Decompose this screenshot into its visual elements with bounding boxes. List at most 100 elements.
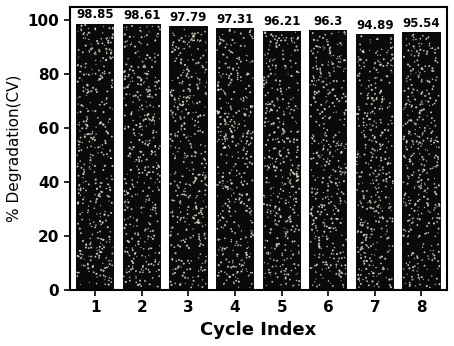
- Point: [274, 97, 281, 103]
- Point: [280, 145, 287, 151]
- Point: [92, 200, 99, 206]
- Point: [320, 137, 327, 143]
- Point: [285, 272, 292, 277]
- Point: [143, 53, 151, 58]
- Point: [155, 262, 162, 267]
- Point: [379, 94, 386, 99]
- Point: [84, 83, 91, 88]
- Point: [318, 139, 326, 145]
- Point: [155, 164, 163, 169]
- Point: [128, 112, 135, 117]
- Point: [332, 181, 340, 186]
- Point: [167, 181, 174, 186]
- Point: [84, 87, 91, 93]
- Point: [248, 208, 255, 214]
- Point: [312, 82, 319, 88]
- Point: [416, 110, 423, 115]
- Point: [196, 236, 203, 242]
- Point: [130, 224, 137, 229]
- Point: [172, 188, 179, 194]
- Point: [149, 236, 157, 242]
- Point: [400, 134, 408, 139]
- Point: [227, 274, 234, 280]
- Point: [375, 172, 383, 177]
- Point: [140, 118, 147, 124]
- Point: [278, 38, 285, 43]
- Point: [264, 238, 271, 244]
- Point: [103, 176, 110, 181]
- Point: [238, 257, 246, 263]
- Point: [106, 105, 114, 110]
- Point: [308, 102, 315, 108]
- Point: [177, 139, 184, 144]
- Point: [379, 215, 386, 220]
- Point: [262, 77, 270, 83]
- Point: [272, 145, 279, 151]
- Point: [434, 219, 441, 225]
- Point: [319, 62, 326, 68]
- Point: [248, 228, 256, 234]
- Point: [233, 271, 240, 276]
- Point: [376, 142, 384, 147]
- Point: [426, 126, 434, 131]
- Point: [368, 258, 375, 264]
- Point: [316, 238, 323, 243]
- Point: [167, 90, 174, 95]
- Point: [214, 182, 222, 188]
- Point: [382, 156, 389, 162]
- Point: [357, 247, 364, 252]
- Point: [234, 76, 241, 82]
- Point: [217, 129, 225, 134]
- Point: [274, 258, 281, 264]
- Point: [276, 207, 283, 213]
- Point: [368, 269, 375, 274]
- Point: [219, 247, 226, 253]
- Point: [264, 102, 271, 107]
- Point: [241, 201, 248, 207]
- Point: [243, 58, 250, 63]
- Point: [138, 29, 145, 35]
- Point: [262, 123, 269, 129]
- Point: [318, 79, 326, 85]
- Point: [181, 151, 188, 156]
- Point: [333, 264, 340, 270]
- Point: [405, 129, 413, 134]
- Point: [150, 262, 158, 268]
- Point: [288, 184, 295, 190]
- Point: [214, 273, 221, 279]
- Point: [321, 262, 329, 267]
- Point: [292, 196, 300, 201]
- Point: [316, 111, 324, 117]
- Point: [128, 206, 135, 212]
- Point: [372, 199, 380, 204]
- Point: [216, 237, 223, 242]
- Point: [98, 150, 105, 155]
- Point: [213, 47, 221, 53]
- Point: [335, 59, 342, 65]
- Point: [236, 224, 243, 230]
- Point: [175, 185, 182, 190]
- Point: [363, 122, 370, 128]
- Point: [241, 260, 248, 266]
- Point: [415, 146, 422, 152]
- Point: [109, 54, 117, 60]
- Point: [153, 129, 160, 135]
- Point: [277, 86, 284, 91]
- Point: [223, 55, 231, 60]
- Point: [226, 209, 233, 215]
- Point: [78, 262, 85, 268]
- Point: [76, 226, 84, 231]
- Point: [108, 276, 115, 281]
- Point: [278, 132, 286, 137]
- Point: [245, 128, 252, 134]
- Point: [335, 258, 342, 264]
- Point: [100, 237, 108, 243]
- Point: [327, 173, 335, 178]
- Point: [415, 175, 423, 180]
- Point: [272, 168, 279, 173]
- Point: [360, 128, 367, 134]
- Point: [412, 201, 419, 207]
- Point: [424, 186, 431, 191]
- Point: [288, 64, 295, 70]
- Point: [263, 283, 270, 288]
